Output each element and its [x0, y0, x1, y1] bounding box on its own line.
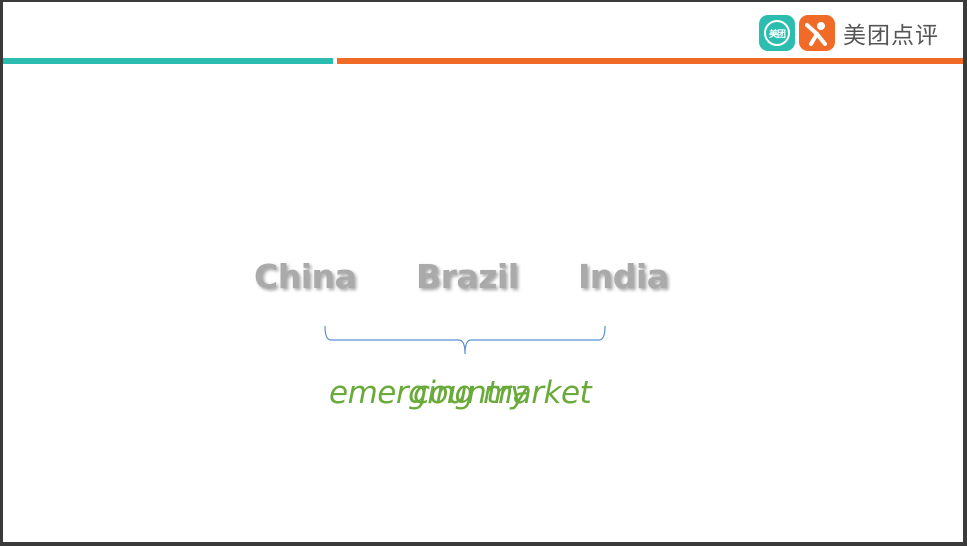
dianping-person-icon [799, 15, 835, 51]
label-country: country [413, 375, 529, 411]
label-emerging-market: emerging market [329, 375, 592, 411]
header-bar-orange [337, 58, 963, 64]
country-china: China [254, 257, 357, 296]
brand-logo: 美团 美团点评 [759, 14, 939, 52]
meituan-badge-icon: 美团 [759, 15, 795, 51]
curly-brace [324, 325, 606, 355]
country-brazil: Brazil [416, 257, 519, 296]
slide: 美团 美团点评 China Brazil India emerging mark… [3, 2, 963, 542]
country-india: India [578, 257, 669, 296]
brand-wordmark: 美团点评 [843, 23, 939, 49]
meituan-badge-text: 美团 [764, 20, 790, 46]
header-bar-teal [3, 58, 333, 64]
